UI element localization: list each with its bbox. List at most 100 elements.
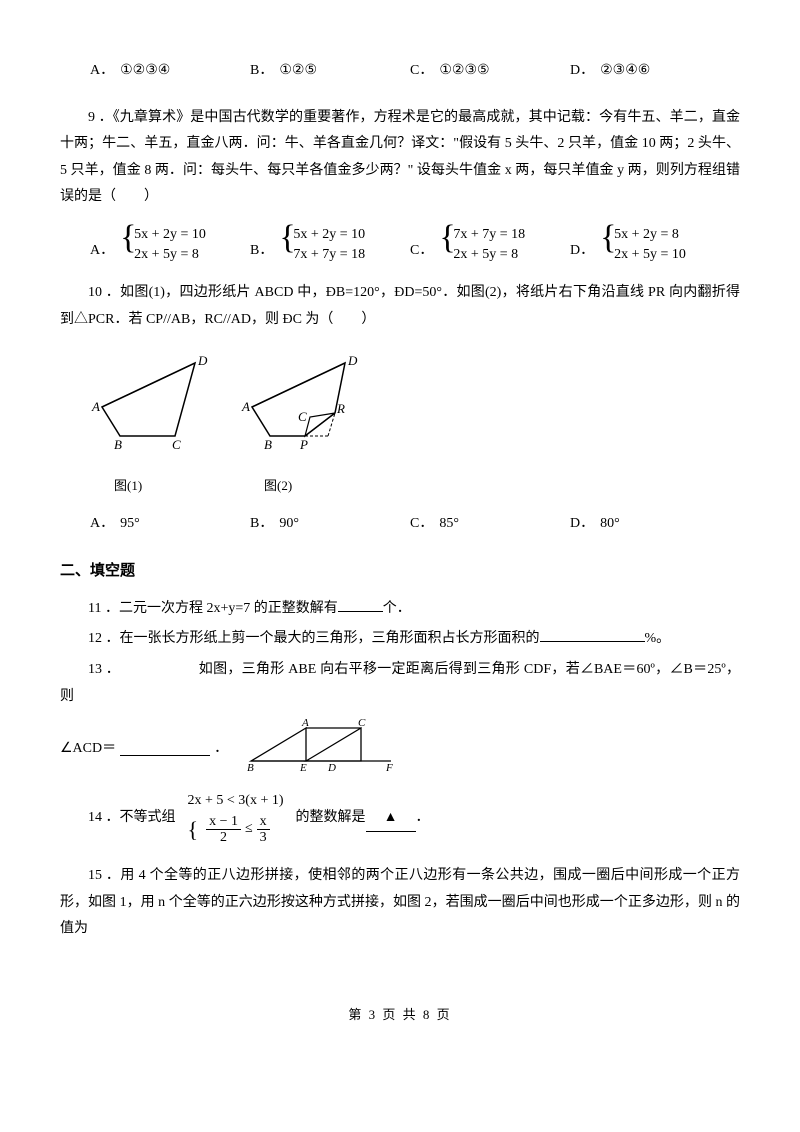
choice-label: B． (250, 511, 273, 538)
q10-choice-d: D． 80° (570, 511, 730, 538)
q8-choice-c: C．①②③⑤ (410, 58, 570, 85)
vertex-label: C (172, 437, 181, 452)
vertex-label: C (358, 717, 366, 729)
q8-choices: A．①②③④ B．①②⑤ C．①②③⑤ D．②③④⑥ (90, 58, 740, 85)
q9: 9 ．《九章算术》是中国古代数学的重要著作，方程术是它的最高成就，其中记载：今有… (60, 105, 740, 211)
q9-body: ．《九章算术》是中国古代数学的重要著作，方程术是它的最高成就，其中记载：今有牛五… (60, 110, 740, 205)
folded-quadrilateral-icon: A B P R C D (240, 351, 370, 461)
fill-blank (120, 741, 210, 756)
fill-blank (338, 597, 383, 612)
q14-num: 14 (88, 810, 102, 825)
choice-label: C． (410, 58, 433, 85)
fig-caption: 图(2) (264, 474, 370, 499)
q10-choice-c: C． 85° (410, 511, 570, 538)
q14-body: ．不等式组 (106, 810, 176, 825)
eq-line: 2x + 5y = 8 (453, 247, 518, 262)
choice-text: ①②③⑤ (439, 58, 489, 85)
vertex-label: A (301, 717, 309, 729)
q10-choice-b: B． 90° (250, 511, 410, 538)
fill-blank: ▲ (366, 805, 416, 833)
q13-row: ∠ACD＝ ． A C B E D F (60, 716, 740, 782)
q12-tail: %。 (645, 631, 671, 646)
q11-tail: 个． (383, 601, 411, 616)
choice-text: ①②⑤ (279, 58, 317, 85)
q13-num: 13 (88, 662, 102, 677)
choice-label: C． (410, 238, 433, 265)
choice-text: 80° (600, 511, 620, 538)
choice-text: 90° (279, 511, 299, 538)
choice-text: 85° (439, 511, 459, 538)
fraction: x3 (257, 814, 270, 846)
q11: 11 ．二元一次方程 2x+y=7 的正整数解有个． (60, 596, 740, 623)
q13-dot: ． (214, 736, 228, 763)
vertex-label: D (347, 353, 358, 368)
equation-system: 5x + 2y = 10 7x + 7y = 18 (279, 225, 365, 264)
fill-blank (540, 627, 645, 642)
vertex-label: D (327, 762, 336, 771)
section-title: 二、填空题 (60, 557, 740, 586)
choice-text: 95° (120, 511, 140, 538)
vertex-label: D (197, 353, 208, 368)
q9-choice-d: D． 5x + 2y = 8 2x + 5y = 10 (570, 225, 730, 264)
equation-system: 5x + 2y = 8 2x + 5y = 10 (600, 225, 686, 264)
q9-num: 9 (88, 110, 95, 125)
eq-line: 2x + 5y = 10 (614, 247, 686, 262)
q12: 12 ．在一张长方形纸上剪一个最大的三角形，三角形面积占长方形面积的 %。 (60, 626, 740, 653)
vertex-label: R (336, 401, 345, 416)
q15-body: ．用 4 个全等的正八边形拼接，使相邻的两个正八边形有一条公共边，围成一圈后中间… (60, 868, 740, 936)
q9-choice-a: A． 5x + 2y = 10 2x + 5y = 8 (90, 225, 250, 264)
q10-text: 10 ．如图(1)，四边形纸片 ABCD 中，ÐB=120°，ÐD=50°．如图… (60, 280, 740, 333)
q14: 14 ．不等式组 2x + 5 < 3(x + 1) { x − 12 ≤ x3… (60, 790, 740, 848)
q8-choice-d: D．②③④⑥ (570, 58, 730, 85)
equation-system: 7x + 7y = 18 2x + 5y = 8 (439, 225, 525, 264)
translation-triangle-icon: A C B E D F (236, 716, 406, 771)
choice-label: C． (410, 511, 433, 538)
triangle-icon: ▲ (384, 810, 398, 825)
eq-line: 7x + 7y = 18 (453, 227, 525, 242)
vertex-label: B (114, 437, 122, 452)
q12-num: 12 (88, 631, 102, 646)
inequality-system: 2x + 5 < 3(x + 1) { x − 12 ≤ x3 (188, 790, 284, 848)
frac-den: 3 (257, 830, 270, 845)
q14-dot: ． (416, 805, 430, 832)
q10-figures: A B C D 图(1) A B P R C D 图(2) (90, 351, 740, 498)
choice-label: A． (90, 58, 114, 85)
choice-label: A． (90, 511, 114, 538)
frac-num: x (257, 814, 270, 830)
vertex-label: E (299, 762, 307, 771)
q10-num: 10 (88, 285, 102, 300)
brace-icon: { (188, 812, 199, 847)
q9-choices: A． 5x + 2y = 10 2x + 5y = 8 B． 5x + 2y =… (90, 225, 740, 264)
fig-caption: 图(1) (114, 474, 220, 499)
q15: 15 ．用 4 个全等的正八边形拼接，使相邻的两个正八边形有一条公共边，围成一圈… (60, 863, 740, 943)
q10-body: ．如图(1)，四边形纸片 ABCD 中，ÐB=120°，ÐD=50°．如图(2)… (60, 285, 740, 327)
q10: 10 ．如图(1)，四边形纸片 ABCD 中，ÐB=120°，ÐD=50°．如图… (60, 280, 740, 333)
q10-fig1: A B C D 图(1) (90, 351, 220, 498)
fraction: x − 12 (206, 814, 241, 846)
eq-line: 5x + 2y = 10 (293, 227, 365, 242)
q13-figure: A C B E D F (236, 716, 406, 782)
vertex-label: A (241, 399, 250, 414)
choice-label: B． (250, 238, 273, 265)
q8-choice-b: B．①②⑤ (250, 58, 410, 85)
q9-choice-b: B． 5x + 2y = 10 7x + 7y = 18 (250, 225, 410, 264)
choice-label: B． (250, 58, 273, 85)
q12-body: ．在一张长方形纸上剪一个最大的三角形，三角形面积占长方形面积的 (106, 631, 540, 646)
eq-line: 2x + 5y = 8 (134, 247, 199, 262)
q9-choice-c: C． 7x + 7y = 18 2x + 5y = 8 (410, 225, 570, 264)
choice-text: ②③④⑥ (600, 58, 650, 85)
q10-fig2: A B P R C D 图(2) (240, 351, 370, 498)
choice-label: D． (570, 511, 594, 538)
q13-prefix: ∠ACD＝ (60, 736, 116, 763)
eq-line: 5x + 2y = 8 (614, 227, 679, 242)
choice-label: D． (570, 58, 594, 85)
frac-den: 2 (206, 830, 241, 845)
vertex-label: B (264, 437, 272, 452)
eq-line: 7x + 7y = 18 (293, 247, 365, 262)
eq-line: 5x + 2y = 10 (134, 227, 206, 242)
page-footer: 第 3 页 共 8 页 (60, 1003, 740, 1028)
choice-label: D． (570, 238, 594, 265)
choice-text: ①②③④ (120, 58, 170, 85)
ineq-line1: 2x + 5 < 3(x + 1) (188, 790, 284, 812)
equation-system: 5x + 2y = 10 2x + 5y = 8 (120, 225, 206, 264)
